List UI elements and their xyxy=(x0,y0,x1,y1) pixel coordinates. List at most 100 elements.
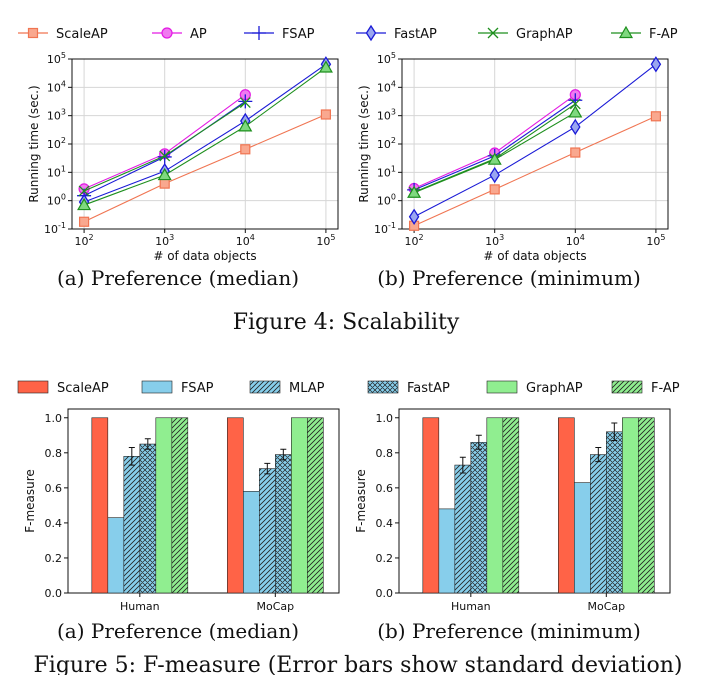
bar-fill xyxy=(558,417,575,594)
legend-entry-graphap: GraphAP xyxy=(478,27,573,42)
series-line-f-ap xyxy=(83,67,327,206)
y-tick-label: 105 xyxy=(47,51,66,66)
legend-entry-fastap: FastAP xyxy=(367,380,450,396)
subcaption-fmeasure-median: (a) Preference (median) xyxy=(57,619,299,643)
data-point-f-ap xyxy=(77,197,92,211)
bar-mlap-mocap xyxy=(590,447,607,594)
y-tick-label: 0.2 xyxy=(45,552,63,565)
legend-swatch-hatch xyxy=(612,381,642,393)
y-tick-label: 103 xyxy=(377,108,396,123)
bar-scaleap-human xyxy=(422,417,440,594)
y-tick-label: 101 xyxy=(377,164,396,179)
bar-fill xyxy=(291,417,308,594)
x-tick-label: MoCap xyxy=(257,600,295,613)
error-bar xyxy=(144,438,151,450)
legend-marker-graphap xyxy=(487,27,499,39)
x-tick-label: Human xyxy=(451,600,491,613)
series-line-fastap xyxy=(413,63,657,218)
fmeasure-legend: ScaleAP FSAP MLAP FastAP GraphAP F-AP xyxy=(17,380,680,396)
x-tick-label: 103 xyxy=(155,233,174,248)
data-point-graphap xyxy=(78,185,90,197)
bar-mlap-human xyxy=(454,456,472,594)
legend-entry-fastap: FastAP xyxy=(356,24,437,42)
legend-label: ScaleAP xyxy=(57,381,109,396)
legend-swatch-hatch xyxy=(368,381,398,393)
bar-fill xyxy=(438,508,456,594)
bar-graphap-human xyxy=(486,417,504,594)
legend-label: GraphAP xyxy=(526,381,583,396)
subcaption-scalability-minimum: (b) Preference (minimum) xyxy=(377,266,641,290)
bar-hatch xyxy=(502,417,519,593)
bar-scaleap-human xyxy=(91,417,109,594)
data-point-scaleap xyxy=(78,216,90,227)
legend-swatch-fsap xyxy=(141,380,173,394)
x-axis-label: # of data objects xyxy=(483,249,586,263)
y-axis-label: F-measure xyxy=(354,469,368,533)
x-tick-label: Human xyxy=(120,600,160,613)
x-tick-label: 102 xyxy=(405,233,424,248)
bar-fastap-mocap xyxy=(606,422,623,594)
y-tick-label: 0.6 xyxy=(376,482,394,495)
bar-fill xyxy=(622,417,639,594)
error-bar xyxy=(264,462,271,475)
y-tick-label: 102 xyxy=(47,136,66,151)
legend-entry-ap: AP xyxy=(152,27,207,42)
x-tick-label: 104 xyxy=(236,233,255,248)
bar-fastap-human xyxy=(139,438,157,594)
x-axis-label: # of data objects xyxy=(153,249,256,263)
legend-label: MLAP xyxy=(289,381,325,396)
legend-entry-scaleap: ScaleAP xyxy=(17,380,109,396)
bar-fsap-human xyxy=(438,508,456,594)
fmeasure-chart-minimum: 0.0 0.2 0.4 0.6 0.8 1.0 F-measure Human MoCap xyxy=(354,408,671,613)
legend-marker-ap xyxy=(161,27,173,39)
y-tick-label: 103 xyxy=(47,108,66,123)
series-f-ap xyxy=(407,105,583,198)
legend-entry-f-ap: F-AP xyxy=(611,25,678,42)
legend-label: F-AP xyxy=(649,27,678,42)
bar-hatch xyxy=(638,417,655,593)
legend-entry-fsap: FSAP xyxy=(141,380,214,396)
y-tick-label: 0.8 xyxy=(45,447,63,460)
data-point-fastap xyxy=(408,208,420,225)
bar-mlap-mocap xyxy=(259,462,276,594)
bar-scaleap-mocap xyxy=(558,417,575,594)
legend-swatch-hatch xyxy=(250,381,280,393)
bar-hatch xyxy=(606,431,623,593)
legend-entry-graphap: GraphAP xyxy=(486,380,583,396)
data-point-f-ap xyxy=(568,105,583,118)
legend-label: AP xyxy=(190,27,207,42)
y-tick-label: 0.8 xyxy=(376,447,394,460)
data-point-scaleap xyxy=(489,184,500,195)
x-tick-label: 104 xyxy=(566,233,585,248)
error-bar xyxy=(611,422,618,442)
x-tick-label: 105 xyxy=(316,233,335,248)
bar-f-ap-human xyxy=(502,417,520,594)
data-point-f-ap xyxy=(157,167,172,181)
legend-entry-mlap: MLAP xyxy=(249,380,325,396)
data-point-fsap xyxy=(238,94,253,109)
y-tick-label: 1.0 xyxy=(376,412,394,425)
y-tick-label: 10-1 xyxy=(44,221,66,236)
scalability-chart-minimum: 10-1 100 101 102 103 104 105 102 103 104 105 # of d… xyxy=(357,51,669,263)
series-line-fastap xyxy=(83,63,327,203)
y-tick-label: 0.0 xyxy=(376,587,394,600)
legend-marker-fastap xyxy=(365,24,377,42)
series-graphap xyxy=(78,97,251,197)
legend-marker-fsap xyxy=(252,26,266,40)
x-tick-label: 103 xyxy=(485,233,504,248)
y-tick-label: 10-1 xyxy=(374,221,396,236)
data-point-graphap xyxy=(159,150,171,162)
scalability-legend: ScaleAP AP FSAP FastAP GraphAP F-AP xyxy=(18,24,678,42)
bar-f-ap-mocap xyxy=(307,417,324,594)
y-tick-label: 0.2 xyxy=(376,552,394,565)
bar-fsap-human xyxy=(107,517,125,594)
legend-label: GraphAP xyxy=(516,27,573,42)
bar-hatch xyxy=(454,465,471,593)
bar-f-ap-human xyxy=(171,417,189,594)
series-fastap xyxy=(408,56,662,225)
bar-fill xyxy=(227,417,244,594)
bar-scaleap-mocap xyxy=(227,417,244,594)
y-tick-label: 102 xyxy=(377,136,396,151)
bar-fill xyxy=(107,517,125,594)
y-axis-label: Running time (sec.) xyxy=(357,85,371,202)
